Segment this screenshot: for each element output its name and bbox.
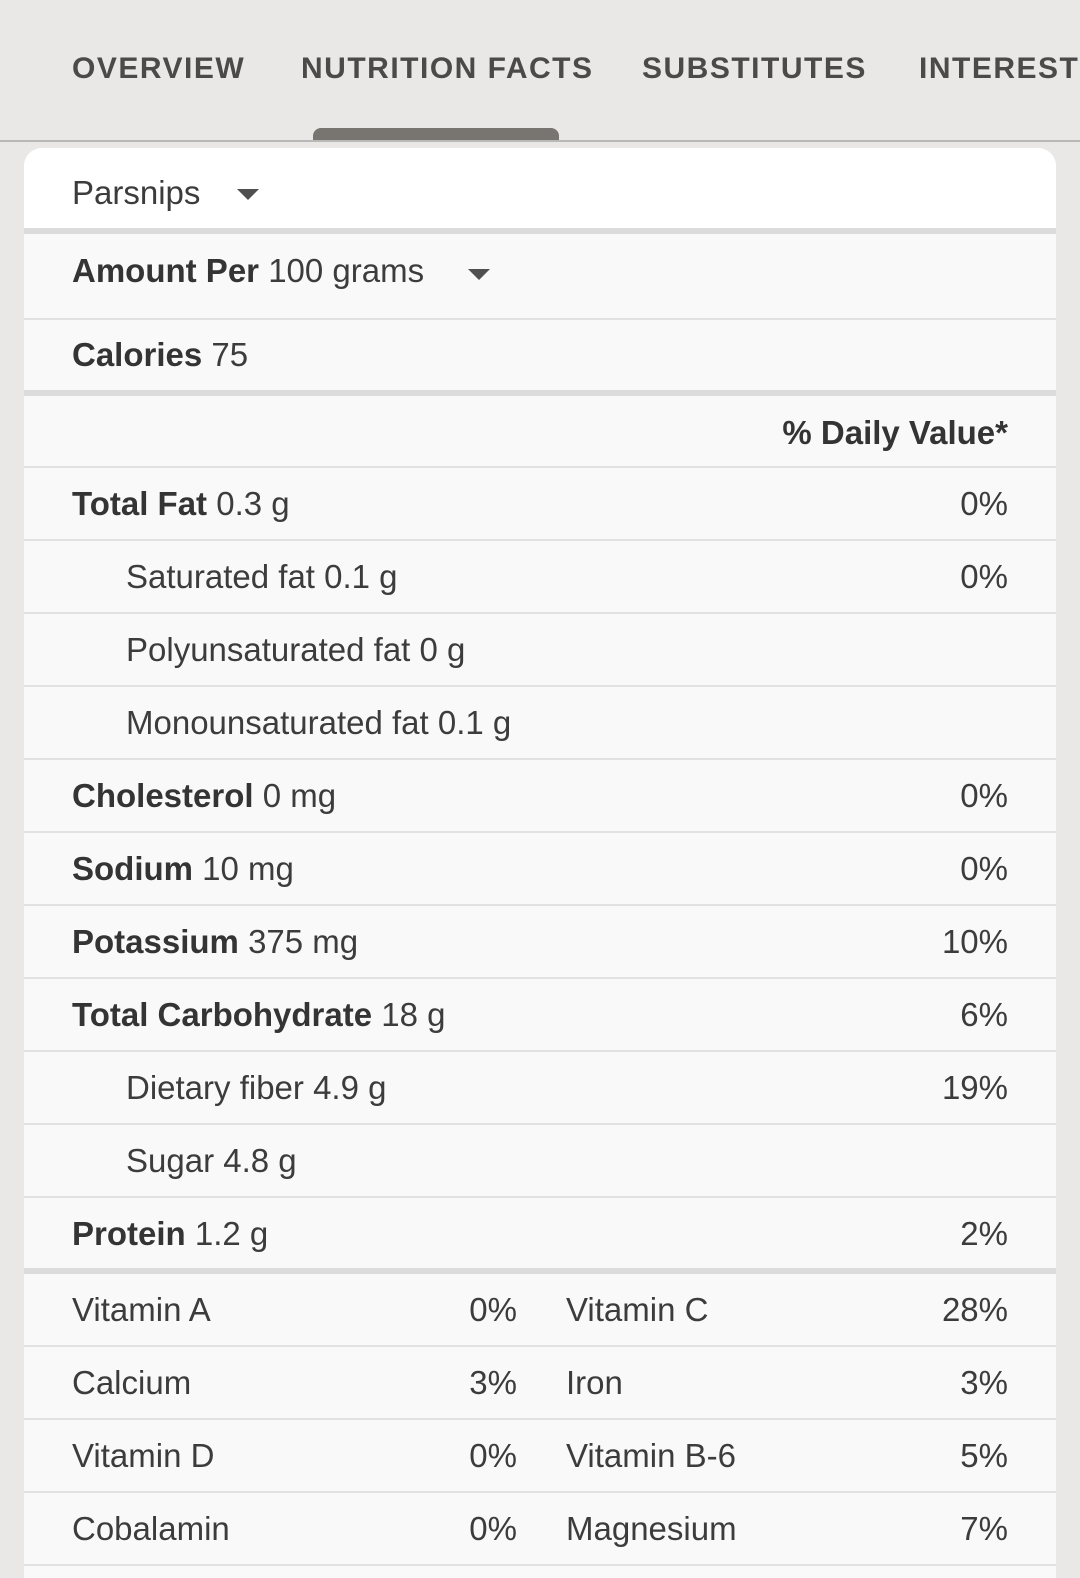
tab-bar: OVERVIEW NUTRITION FACTS SUBSTITUTES INT… [0,0,1080,142]
tab-overview[interactable]: OVERVIEW [72,52,246,85]
nutrient-row-polyunsaturated-fat: Polyunsaturated fat 0 g [24,614,1056,687]
vitamin-percent: 3% [960,1364,1008,1401]
nutrient-dv: 19% [941,1069,1008,1106]
vitamin-percent: 7% [960,1510,1008,1547]
nutrient-dv: 6% [960,996,1008,1033]
vitamin-row: Vitamin A 0% Vitamin C 28% [24,1274,1056,1347]
caret-down-icon [237,189,259,200]
vitamin-name: Iron [566,1364,623,1401]
nutrient-row-cholesterol: Cholesterol 0 mg 0% [24,760,1056,833]
tab-interesting[interactable]: INTERESTI [919,52,1080,85]
nutrient-row-protein: Protein 1.2 g 2% [24,1198,1056,1268]
vitamin-percent: 3% [469,1364,517,1401]
nutrient-row-total-carbohydrate: Total Carbohydrate 18 g 6% [24,979,1056,1052]
vitamin-name: Cobalamin [72,1510,230,1547]
vitamin-percent: 28% [941,1291,1008,1328]
vitamin-name: Vitamin D [72,1437,215,1474]
nutrient-amount: 0.3 g [216,485,290,522]
divider [24,390,1056,396]
calories-label: Calories [72,336,203,373]
active-tab-indicator [313,128,559,140]
nutrient-dv: 2% [960,1215,1008,1252]
vitamin-percent: 0% [469,1510,517,1547]
vitamin-row: Vitamin D 0% Vitamin B-6 5% [24,1420,1056,1493]
calories-row: Calories 75 [24,320,1056,390]
serving-size-selector[interactable]: Amount Per 100 grams [24,234,1056,320]
food-name: Parsnips [72,174,201,211]
nutrient-dv: 0% [960,558,1008,595]
tab-nutrition-facts[interactable]: NUTRITION FACTS [301,52,594,85]
vitamin-name: Calcium [72,1364,192,1401]
vitamin-name: Vitamin B-6 [566,1437,736,1474]
nutrient-label: Cholesterol [72,777,254,814]
vitamin-name: Vitamin A [72,1291,211,1328]
calories-value: 75 [211,336,249,373]
nutrient-label: Sugar [126,1142,215,1179]
nutrient-amount: 0 g [419,631,466,668]
nutrient-dv: 0% [960,777,1008,814]
nutrient-row-monounsaturated-fat: Monounsaturated fat 0.1 g [24,687,1056,760]
nutrient-row-sodium: Sodium 10 mg 0% [24,833,1056,906]
nutrient-dv: 10% [941,923,1008,960]
nutrient-row-potassium: Potassium 375 mg 10% [24,906,1056,979]
vitamin-percent: 0% [469,1291,517,1328]
nutrition-card: Parsnips Amount Per 100 grams Calories 7… [24,148,1056,1578]
nutrient-label: Sodium [72,850,193,887]
nutrient-dv: 0% [960,485,1008,522]
vitamin-percent: 0% [469,1437,517,1474]
caret-down-icon [468,269,490,280]
nutrient-label: Monounsaturated fat [126,704,429,741]
nutrient-amount: 18 g [381,996,446,1033]
food-selector[interactable]: Parsnips [24,148,1056,228]
nutrient-amount: 0 mg [262,777,337,814]
daily-value-header-row: % Daily Value* [24,396,1056,468]
nutrient-amount: 0.1 g [437,704,512,741]
nutrient-amount: 4.9 g [313,1069,387,1106]
nutrient-label: Total Carbohydrate [72,996,373,1033]
nutrient-label: Protein [72,1215,186,1252]
vitamin-row: Calcium 3% Iron 3% [24,1347,1056,1420]
vitamin-name: Magnesium [566,1510,737,1547]
nutrient-amount: 10 mg [202,850,294,887]
tab-substitutes[interactable]: SUBSTITUTES [642,52,867,85]
daily-value-header: % Daily Value* [782,414,1008,451]
nutrient-label: Saturated fat [126,558,315,595]
vitamin-percent: 5% [960,1437,1008,1474]
nutrient-label: Dietary fiber [126,1069,304,1106]
nutrient-amount: 375 mg [248,923,359,960]
nutrient-amount: 1.2 g [194,1215,269,1252]
vitamin-name: Vitamin C [566,1291,709,1328]
nutrient-row-saturated-fat: Saturated fat 0.1 g 0% [24,541,1056,614]
nutrient-dv: 0% [960,850,1008,887]
nutrient-row-dietary-fiber: Dietary fiber 4.9 g 19% [24,1052,1056,1125]
divider [24,1268,1056,1274]
serving-value: 100 grams [268,252,425,289]
serving-prefix: Amount Per [72,252,260,289]
nutrient-row-sugar: Sugar 4.8 g [24,1125,1056,1198]
nutrient-row-total-fat: Total Fat 0.3 g 0% [24,468,1056,541]
nutrient-amount: 0.1 g [324,558,398,595]
nutrient-amount: 4.8 g [223,1142,297,1179]
nutrient-label: Potassium [72,923,239,960]
vitamin-row: Cobalamin 0% Magnesium 7% [24,1493,1056,1566]
nutrient-label: Total Fat [72,485,208,522]
nutrient-label: Polyunsaturated fat [126,631,411,668]
divider [24,228,1056,234]
